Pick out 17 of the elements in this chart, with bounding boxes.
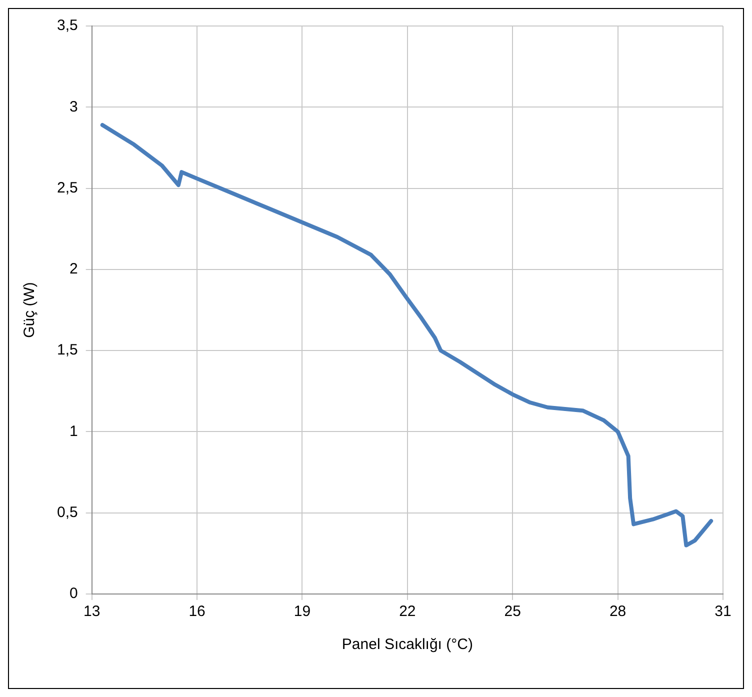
y-axis-title: Güç (W): [21, 282, 38, 338]
x-tick-label: 28: [609, 603, 626, 620]
y-tick-label: 3: [70, 98, 78, 116]
x-tick-label: 31: [714, 603, 732, 620]
y-tick-label: 2: [70, 260, 78, 278]
x-axis-title: Panel Sıcaklığı (°C): [342, 636, 473, 654]
x-tick-label: 13: [84, 603, 100, 620]
y-tick-label: 3,5: [56, 17, 78, 34]
y-tick-label: 2,5: [56, 179, 78, 196]
x-tick-label: 25: [504, 603, 521, 620]
y-tick-label: 1: [70, 422, 78, 440]
y-tick-label: 0,5: [56, 504, 78, 521]
y-tick-label: 1,5: [56, 342, 78, 359]
x-tick-label: 22: [399, 603, 416, 620]
x-tick-label: 19: [294, 603, 311, 620]
y-tick-label: 0: [70, 585, 78, 602]
x-tick-label: 16: [188, 603, 206, 620]
